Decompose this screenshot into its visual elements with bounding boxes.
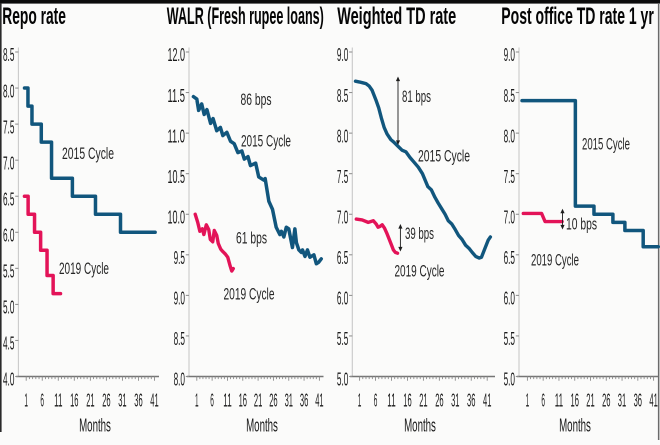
svg-text:2019 Cycle: 2019 Cycle xyxy=(395,262,445,281)
svg-text:5.0: 5.0 xyxy=(3,298,14,318)
svg-text:8.5: 8.5 xyxy=(3,45,14,65)
svg-text:2019 Cycle: 2019 Cycle xyxy=(531,251,579,270)
svg-text:26: 26 xyxy=(602,390,610,410)
svg-text:Months: Months xyxy=(246,416,278,436)
svg-text:4.5: 4.5 xyxy=(3,334,14,354)
svg-text:21: 21 xyxy=(419,390,427,410)
svg-text:6: 6 xyxy=(541,390,545,410)
svg-text:7.0: 7.0 xyxy=(3,153,14,173)
svg-text:8.0: 8.0 xyxy=(504,126,515,146)
svg-text:8.0: 8.0 xyxy=(3,81,14,101)
svg-text:2019 Cycle: 2019 Cycle xyxy=(224,285,275,304)
svg-text:8.5: 8.5 xyxy=(337,86,348,106)
svg-text:Months: Months xyxy=(559,416,591,436)
svg-text:6: 6 xyxy=(210,390,214,410)
svg-text:16: 16 xyxy=(70,390,78,410)
svg-text:7.5: 7.5 xyxy=(504,167,515,187)
svg-text:2015 Cycle: 2015 Cycle xyxy=(241,132,291,151)
svg-text:12.0: 12.0 xyxy=(168,45,186,65)
svg-text:10.0: 10.0 xyxy=(168,207,186,227)
svg-text:8.5: 8.5 xyxy=(504,86,515,106)
svg-text:11: 11 xyxy=(555,390,563,410)
svg-text:10 bps: 10 bps xyxy=(566,215,597,234)
svg-text:41: 41 xyxy=(150,390,158,410)
svg-text:36: 36 xyxy=(634,390,642,410)
svg-text:4.0: 4.0 xyxy=(3,370,14,390)
svg-text:6.0: 6.0 xyxy=(3,226,14,246)
svg-text:21: 21 xyxy=(254,390,262,410)
svg-text:11.0: 11.0 xyxy=(168,126,186,146)
svg-text:7.5: 7.5 xyxy=(337,167,348,187)
svg-text:Months: Months xyxy=(79,416,111,436)
svg-text:61 bps: 61 bps xyxy=(236,229,267,248)
svg-text:9.5: 9.5 xyxy=(174,248,185,268)
svg-text:16: 16 xyxy=(239,390,247,410)
svg-text:7.5: 7.5 xyxy=(3,117,14,137)
svg-text:9.0: 9.0 xyxy=(174,289,185,309)
svg-text:5.0: 5.0 xyxy=(337,370,348,390)
svg-text:6.5: 6.5 xyxy=(504,248,515,268)
svg-text:31: 31 xyxy=(118,390,126,410)
svg-text:11: 11 xyxy=(54,390,62,410)
svg-text:1: 1 xyxy=(526,390,530,410)
svg-text:21: 21 xyxy=(586,390,594,410)
svg-text:2019 Cycle: 2019 Cycle xyxy=(59,259,109,278)
svg-text:16: 16 xyxy=(403,390,411,410)
svg-text:81 bps: 81 bps xyxy=(402,87,431,106)
svg-text:5.5: 5.5 xyxy=(337,329,348,349)
svg-text:11: 11 xyxy=(223,390,231,410)
svg-text:Post office TD rate 1 yr: Post office TD rate 1 yr xyxy=(501,3,654,30)
svg-text:2015 Cycle: 2015 Cycle xyxy=(582,135,630,154)
svg-text:26: 26 xyxy=(102,390,110,410)
svg-text:39 bps: 39 bps xyxy=(405,224,434,243)
svg-text:1: 1 xyxy=(358,390,362,410)
svg-text:Weighted TD rate: Weighted TD rate xyxy=(337,3,456,30)
svg-text:9.0: 9.0 xyxy=(337,45,348,65)
svg-text:1: 1 xyxy=(24,390,28,410)
svg-text:6.0: 6.0 xyxy=(504,289,515,309)
svg-text:5.5: 5.5 xyxy=(3,262,14,282)
svg-text:31: 31 xyxy=(618,390,626,410)
svg-text:6.5: 6.5 xyxy=(3,189,14,209)
svg-text:7.0: 7.0 xyxy=(504,207,515,227)
svg-text:2015 Cycle: 2015 Cycle xyxy=(418,147,470,166)
svg-text:11: 11 xyxy=(387,390,395,410)
svg-text:10.5: 10.5 xyxy=(168,167,186,187)
svg-text:21: 21 xyxy=(86,390,94,410)
svg-text:6: 6 xyxy=(374,390,378,410)
svg-text:8.5: 8.5 xyxy=(174,329,185,349)
svg-text:6.5: 6.5 xyxy=(337,248,348,268)
svg-text:31: 31 xyxy=(285,390,293,410)
svg-text:16: 16 xyxy=(571,390,579,410)
svg-text:86 bps: 86 bps xyxy=(241,90,272,109)
svg-text:31: 31 xyxy=(451,390,459,410)
svg-text:41: 41 xyxy=(315,390,323,410)
svg-text:WALR (Fresh rupee loans): WALR (Fresh rupee loans) xyxy=(167,3,324,30)
svg-text:36: 36 xyxy=(467,390,475,410)
svg-text:5.5: 5.5 xyxy=(504,329,515,349)
svg-text:1: 1 xyxy=(195,390,199,410)
svg-text:36: 36 xyxy=(134,390,142,410)
svg-text:8.0: 8.0 xyxy=(337,126,348,146)
svg-text:41: 41 xyxy=(649,390,657,410)
svg-text:Repo rate: Repo rate xyxy=(2,3,66,30)
svg-text:26: 26 xyxy=(435,390,443,410)
svg-text:8.0: 8.0 xyxy=(174,370,185,390)
svg-text:41: 41 xyxy=(483,390,491,410)
svg-text:9.0: 9.0 xyxy=(504,45,515,65)
svg-text:26: 26 xyxy=(269,390,277,410)
svg-text:11.5: 11.5 xyxy=(168,86,186,106)
svg-text:5.0: 5.0 xyxy=(504,370,515,390)
svg-text:2015 Cycle: 2015 Cycle xyxy=(62,144,114,163)
svg-text:7.0: 7.0 xyxy=(337,207,348,227)
svg-text:36: 36 xyxy=(300,390,308,410)
svg-text:6.0: 6.0 xyxy=(337,289,348,309)
svg-text:Months: Months xyxy=(404,416,436,436)
svg-text:6: 6 xyxy=(40,390,44,410)
